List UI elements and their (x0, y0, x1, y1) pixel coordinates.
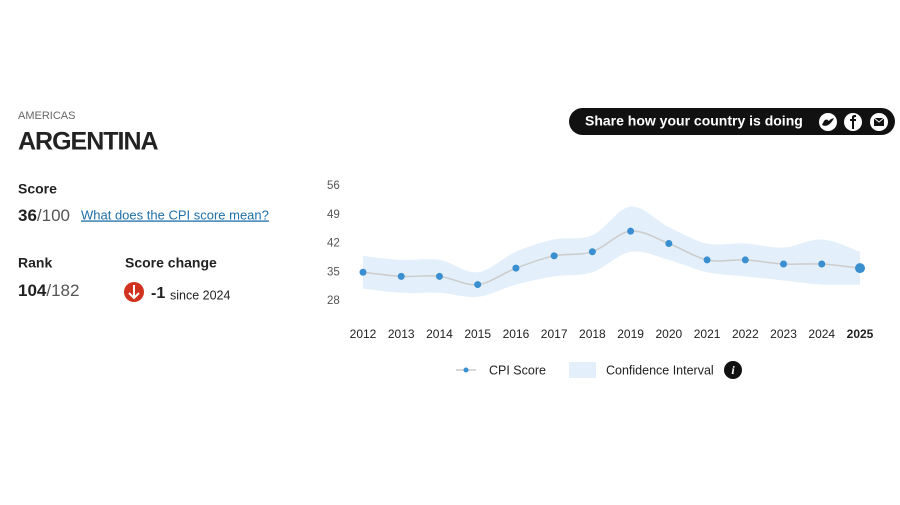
x-tick-label: 2025 (847, 327, 874, 341)
legend-swatch (569, 362, 596, 378)
change-value: -1 (151, 285, 165, 302)
score-point (397, 272, 405, 280)
rank-text: 104/182 (18, 281, 79, 300)
x-tick-label: 2015 (464, 327, 491, 341)
score-value: 36 (18, 206, 37, 225)
score-label: Score (18, 181, 57, 197)
score-point (780, 260, 788, 268)
score-point (512, 264, 520, 272)
info-circle (724, 361, 742, 379)
x-tick-label: 2024 (808, 327, 835, 341)
x-tick-label: 2017 (541, 327, 568, 341)
share-bar[interactable]: Share how your country is doing (569, 108, 895, 135)
score-point (550, 252, 558, 260)
x-tick-label: 2023 (770, 327, 797, 341)
score-point (665, 240, 673, 247)
legend-label: CPI Score (489, 363, 546, 377)
info-glyph: i (731, 363, 735, 377)
score-point (703, 256, 711, 264)
confidence-band (363, 206, 860, 298)
y-tick-label: 42 (327, 238, 340, 250)
down-icon (124, 282, 144, 302)
x-tick-label: 2022 (732, 327, 759, 341)
score-point (435, 272, 443, 280)
x-tick-label: 2020 (655, 327, 682, 341)
score-link[interactable]: What does the CPI score mean? (81, 207, 269, 222)
x-tick-label: 2016 (503, 327, 530, 341)
score-point (627, 227, 635, 235)
score-point (818, 260, 826, 268)
country: ARGENTINA (18, 128, 159, 156)
y-tick-label: 49 (327, 209, 340, 221)
y-tick-label: 28 (327, 295, 340, 307)
share-label: Share how your country is doing (585, 113, 803, 129)
legend-label: Confidence Interval (606, 363, 714, 377)
x-tick-label: 2012 (350, 327, 377, 341)
region: AMERICAS (18, 110, 75, 122)
x-tick-label: 2014 (426, 327, 453, 341)
info-icon[interactable]: i (724, 361, 742, 379)
rank-total: /182 (46, 281, 79, 300)
rank-value: 104 (18, 281, 47, 300)
y-tick-label: 56 (327, 180, 340, 192)
x-tick-label: 2013 (388, 327, 415, 341)
score-point (359, 268, 367, 276)
x-tick-label: 2018 (579, 327, 606, 341)
y-tick-label: 35 (327, 266, 340, 278)
score-max: /100 (37, 206, 70, 225)
score-text: 36/100 (18, 206, 70, 225)
score-point (741, 256, 749, 264)
x-tick-label: 2019 (617, 327, 644, 341)
legend-marker (463, 367, 469, 373)
change-since: since 2024 (170, 288, 231, 302)
x-tick-label: 2021 (694, 327, 721, 341)
score-point (855, 263, 865, 274)
change-label: Score change (125, 255, 217, 271)
score-point (474, 281, 482, 289)
rank-label: Rank (18, 255, 52, 271)
score-point (588, 248, 596, 256)
